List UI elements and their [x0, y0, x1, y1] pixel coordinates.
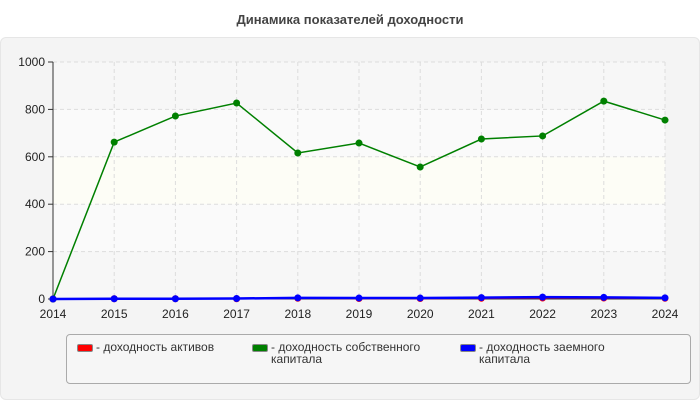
- legend-item-assets: - доходность активов: [77, 341, 247, 353]
- data-point: [110, 138, 118, 146]
- data-point: [294, 294, 302, 302]
- y-tick-label: 0: [38, 292, 45, 306]
- y-tick-label: 200: [25, 245, 45, 259]
- data-point: [294, 149, 302, 157]
- y-tick-label: 800: [25, 102, 45, 116]
- legend-label: - доходность активов: [96, 340, 215, 354]
- x-tick-label: 2020: [407, 307, 434, 321]
- legend-item-debt: - доходность заемного капитала: [460, 341, 640, 365]
- y-tick-label: 1000: [18, 55, 45, 69]
- chart-title: Динамика показателей доходности: [236, 12, 464, 27]
- data-point: [539, 293, 547, 301]
- data-point: [600, 97, 608, 105]
- legend-label: - доходность собственного капитала: [271, 340, 421, 366]
- x-tick-label: 2016: [162, 307, 189, 321]
- legend-swatch: [252, 344, 268, 352]
- data-point: [661, 116, 669, 124]
- data-point: [110, 295, 118, 303]
- x-tick-label: 2015: [101, 307, 128, 321]
- data-point: [477, 135, 485, 143]
- legend-item-equity: - доходность собственного капитала: [252, 341, 442, 365]
- data-point: [600, 293, 608, 301]
- data-point: [233, 295, 241, 303]
- data-point: [171, 112, 179, 120]
- x-tick-label: 2021: [468, 307, 495, 321]
- x-tick-label: 2023: [590, 307, 617, 321]
- x-tick-label: 2017: [223, 307, 250, 321]
- data-point: [171, 295, 179, 303]
- legend-label: - доходность заемного капитала: [479, 340, 605, 366]
- x-tick-label: 2024: [652, 307, 679, 321]
- y-tick-label: 600: [25, 150, 45, 164]
- y-tick-label: 400: [25, 197, 45, 211]
- x-tick-label: 2019: [346, 307, 373, 321]
- x-tick-label: 2018: [284, 307, 311, 321]
- legend-swatch: [460, 344, 476, 352]
- legend: - доходность активов - доходность собств…: [66, 334, 691, 384]
- data-point: [416, 163, 424, 171]
- data-point: [355, 139, 363, 147]
- data-point: [233, 99, 241, 107]
- data-point: [49, 295, 57, 303]
- x-tick-label: 2014: [40, 307, 67, 321]
- x-tick-label: 2022: [529, 307, 556, 321]
- data-point: [416, 294, 424, 302]
- legend-swatch: [77, 344, 93, 352]
- data-point: [477, 294, 485, 302]
- data-point: [661, 294, 669, 302]
- data-point: [539, 132, 547, 140]
- data-point: [355, 294, 363, 302]
